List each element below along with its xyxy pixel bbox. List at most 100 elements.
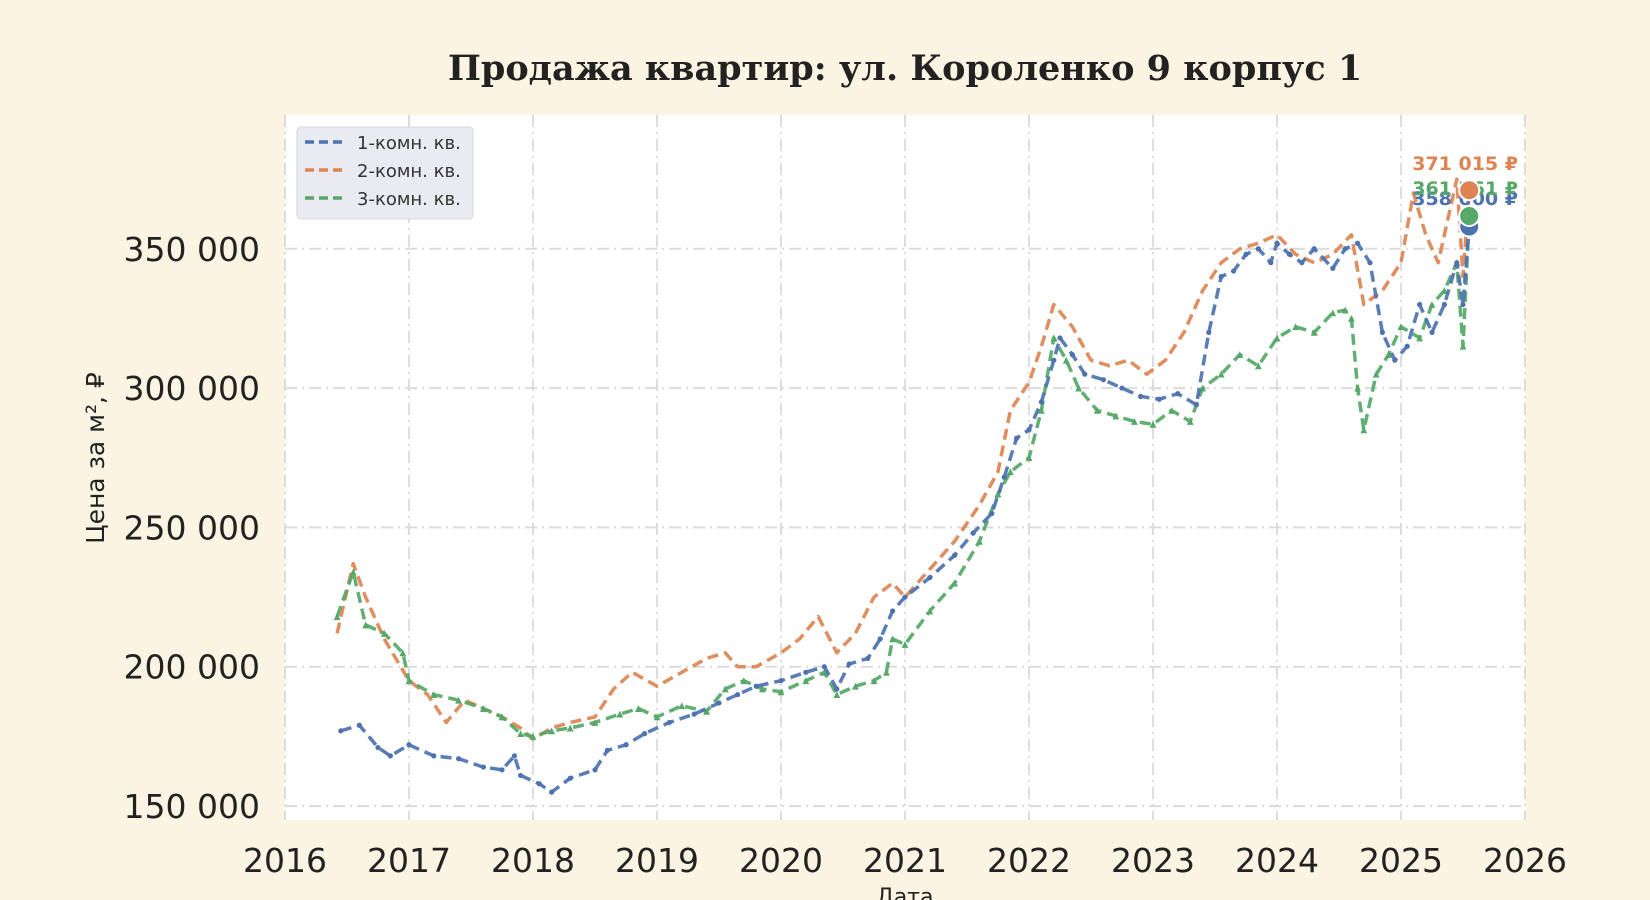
data-point <box>1392 357 1398 363</box>
data-point <box>1354 384 1361 392</box>
data-point <box>1138 393 1144 400</box>
data-point <box>833 691 841 699</box>
data-point <box>803 669 809 675</box>
data-point <box>735 692 741 698</box>
data-point <box>1310 328 1318 336</box>
data-point <box>1441 301 1447 308</box>
data-point <box>890 608 896 614</box>
data-point <box>834 686 840 692</box>
x-tick-label: 2019 <box>615 841 699 880</box>
legend-item-2: 2-комн. кв. <box>305 161 461 182</box>
data-point <box>1428 301 1436 308</box>
data-point <box>406 742 412 748</box>
data-point <box>1348 315 1355 322</box>
data-point <box>455 696 462 704</box>
data-point <box>1217 370 1225 378</box>
data-point <box>1268 260 1274 266</box>
x-axis-label: Дата <box>877 885 934 900</box>
x-tick-label: 2026 <box>1483 841 1567 880</box>
x-tick-label: 2017 <box>367 841 451 880</box>
y-tick-label: 350 000 <box>124 230 260 269</box>
grid <box>284 115 1526 820</box>
endpoint-label-2: 371 015 ₽ <box>1412 153 1518 175</box>
data-point <box>1199 384 1206 392</box>
data-point <box>740 677 748 685</box>
data-point <box>333 613 341 620</box>
data-point <box>375 744 381 751</box>
data-point <box>883 668 890 676</box>
legend-label-3: 3-комн. кв. <box>357 189 461 210</box>
x-tick-label: 2022 <box>987 841 1071 880</box>
series-1 <box>338 223 1472 795</box>
series-3 <box>333 212 1473 740</box>
x-tick-label: 2020 <box>739 841 823 880</box>
data-point <box>1014 435 1020 441</box>
data-point <box>1341 306 1349 314</box>
data-point <box>1168 406 1175 414</box>
data-point <box>1156 396 1162 402</box>
data-point <box>642 731 648 737</box>
data-point <box>1149 420 1157 428</box>
data-point <box>1093 406 1101 414</box>
data-point <box>1286 251 1292 257</box>
data-point <box>653 713 661 721</box>
x-tick-label: 2025 <box>1359 841 1443 880</box>
data-point <box>548 727 555 735</box>
legend-item-3: 3-комн. кв. <box>305 189 461 210</box>
data-point <box>635 705 642 712</box>
data-point <box>1397 323 1405 331</box>
legend: 1-комн. кв. 2-комн. кв. 3-комн. кв. <box>296 126 474 220</box>
data-point <box>380 629 388 637</box>
data-point <box>549 789 555 795</box>
endpoint-marker-3 <box>1458 204 1481 227</box>
data-point <box>338 728 344 734</box>
data-point <box>1051 357 1057 363</box>
legend-box <box>296 126 474 220</box>
data-point <box>1231 268 1237 274</box>
y-tick-label: 150 000 <box>124 787 260 826</box>
data-point <box>989 510 995 517</box>
data-point <box>511 753 517 759</box>
data-point <box>1416 334 1423 342</box>
data-point <box>1050 334 1058 342</box>
data-point <box>567 775 573 781</box>
data-point <box>1243 251 1249 257</box>
y-axis-label: Цена за м², ₽ <box>81 372 110 544</box>
x-tick-label: 2018 <box>491 841 575 880</box>
data-point <box>1441 287 1448 294</box>
data-point <box>1367 260 1373 266</box>
data-point <box>821 664 828 670</box>
data-point <box>902 594 908 600</box>
data-point <box>753 683 759 689</box>
data-point <box>399 649 407 657</box>
data-point <box>1355 240 1361 246</box>
data-point <box>1372 370 1380 378</box>
data-point <box>1026 427 1032 433</box>
y-tick-label: 200 000 <box>124 648 260 687</box>
data-point <box>349 568 357 576</box>
data-point <box>846 661 852 667</box>
x-tick-label: 2023 <box>1111 841 1195 880</box>
data-point <box>1038 399 1044 405</box>
data-point <box>1001 474 1007 480</box>
data-point <box>852 682 859 690</box>
data-point <box>499 767 505 773</box>
data-point <box>691 711 697 717</box>
data-point <box>1007 468 1014 476</box>
data-point <box>927 574 933 581</box>
data-point <box>518 772 524 779</box>
legend-item-1: 1-комн. кв. <box>305 133 461 154</box>
data-point <box>716 700 722 706</box>
data-point <box>1273 334 1281 342</box>
data-point <box>1379 329 1385 335</box>
data-point <box>1236 351 1244 359</box>
data-point <box>591 719 599 726</box>
data-point <box>1255 362 1262 370</box>
data-point <box>480 705 487 712</box>
data-point <box>951 579 958 587</box>
data-point <box>1429 329 1435 335</box>
endpoint-layer: 358 000 ₽361 761 ₽371 015 ₽ <box>1412 153 1518 238</box>
data-point <box>1460 301 1466 308</box>
y-tick-label: 250 000 <box>124 508 260 547</box>
data-point <box>703 707 710 715</box>
